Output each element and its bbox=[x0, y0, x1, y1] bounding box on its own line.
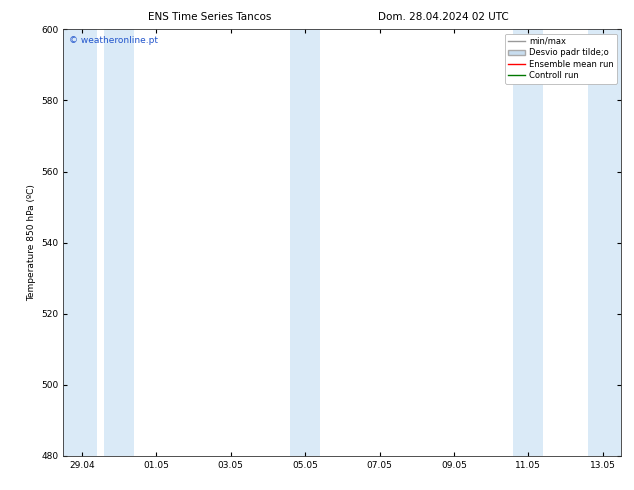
Text: © weatheronline.pt: © weatheronline.pt bbox=[69, 36, 158, 45]
Bar bbox=[63, 29, 97, 456]
Bar bbox=[105, 29, 134, 456]
Text: Dom. 28.04.2024 02 UTC: Dom. 28.04.2024 02 UTC bbox=[378, 12, 509, 22]
Bar bbox=[514, 29, 543, 456]
Legend: min/max, Desvio padr tilde;o, Ensemble mean run, Controll run: min/max, Desvio padr tilde;o, Ensemble m… bbox=[505, 34, 617, 84]
Text: ENS Time Series Tancos: ENS Time Series Tancos bbox=[148, 12, 271, 22]
Bar bbox=[588, 29, 621, 456]
Y-axis label: Temperature 850 hPa (ºC): Temperature 850 hPa (ºC) bbox=[27, 184, 36, 301]
Bar bbox=[290, 29, 320, 456]
